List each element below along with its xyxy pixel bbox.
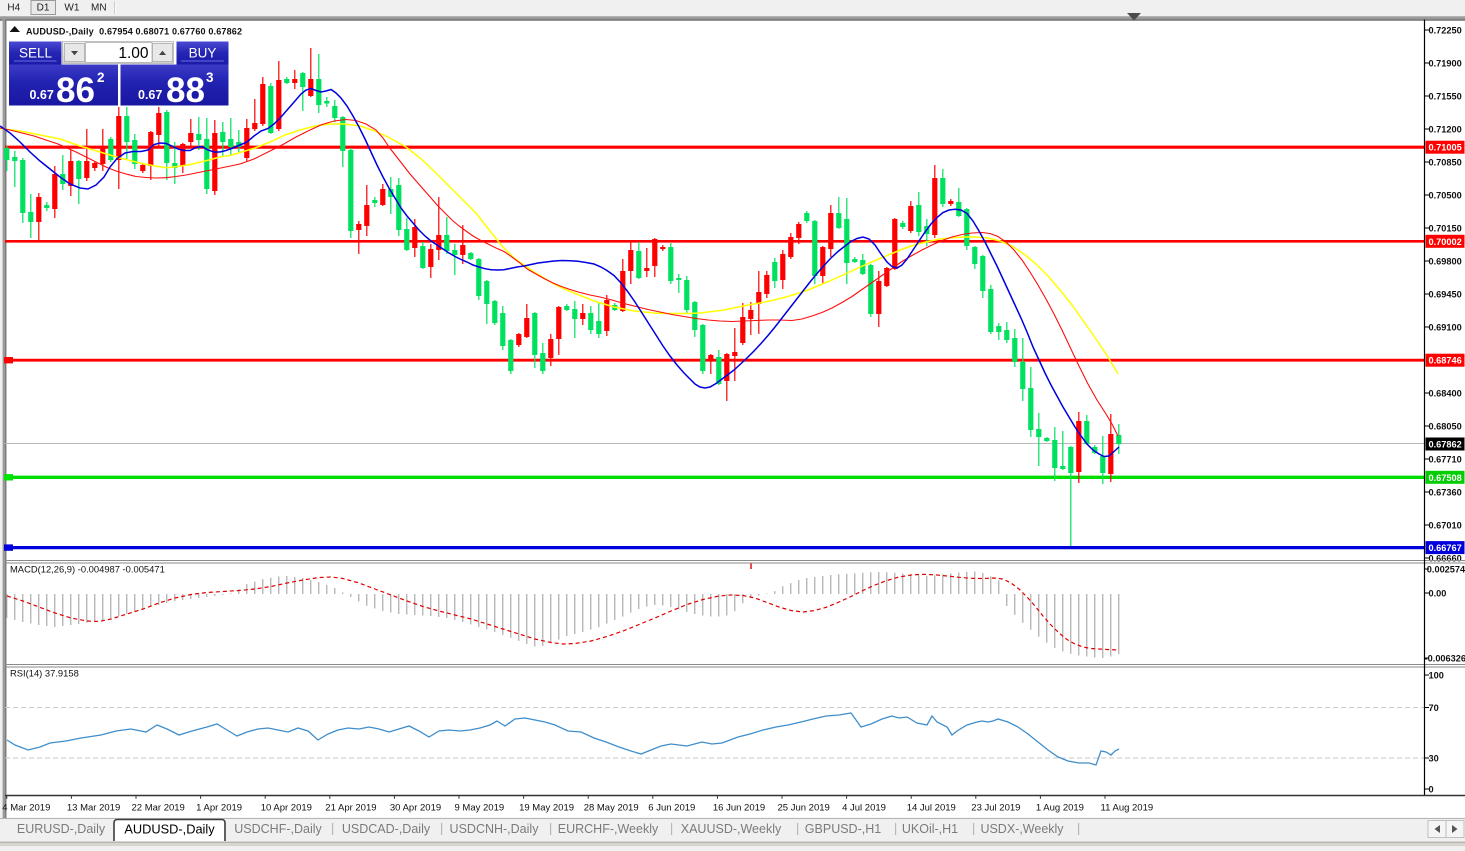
svg-text:|: | <box>331 822 334 836</box>
svg-text:6 Jun 2019: 6 Jun 2019 <box>648 803 695 814</box>
svg-text:AUDUSD-,Daily: AUDUSD-,Daily <box>124 822 215 837</box>
svg-text:25 Jun 2019: 25 Jun 2019 <box>778 803 830 814</box>
svg-text:0.67862: 0.67862 <box>1429 440 1462 450</box>
svg-text:UKOil-,H1: UKOil-,H1 <box>902 822 958 836</box>
svg-text:1 Aug 2019: 1 Aug 2019 <box>1036 803 1084 814</box>
svg-text:0.71900: 0.71900 <box>1429 59 1462 69</box>
svg-text:0.002574: 0.002574 <box>1427 565 1465 575</box>
svg-text:0.67: 0.67 <box>30 88 54 102</box>
svg-text:0.71200: 0.71200 <box>1429 125 1462 135</box>
svg-text:AUDUSD-,Daily 0.67954 0.68071: AUDUSD-,Daily 0.67954 0.68071 0.67760 0.… <box>26 27 242 37</box>
svg-text:0.67710: 0.67710 <box>1429 455 1462 465</box>
svg-text:|: | <box>972 822 975 836</box>
svg-text:10 Apr 2019: 10 Apr 2019 <box>261 803 312 814</box>
svg-text:28 May 2019: 28 May 2019 <box>584 803 639 814</box>
svg-text:0.68400: 0.68400 <box>1429 389 1462 399</box>
svg-text:22 Mar 2019: 22 Mar 2019 <box>132 803 185 814</box>
svg-text:0.70850: 0.70850 <box>1429 158 1462 168</box>
svg-text:XAUUSD-,Weekly: XAUUSD-,Weekly <box>681 822 782 836</box>
svg-text:0: 0 <box>1429 785 1434 795</box>
svg-text:0.69800: 0.69800 <box>1429 257 1462 267</box>
svg-text:MACD(12,26,9) -0.004987 -0.005: MACD(12,26,9) -0.004987 -0.005471 <box>10 564 165 575</box>
svg-text:30 Apr 2019: 30 Apr 2019 <box>390 803 441 814</box>
svg-text:11 Aug 2019: 11 Aug 2019 <box>1101 803 1154 814</box>
svg-text:0.66660: 0.66660 <box>1429 554 1462 564</box>
svg-text:4 Mar 2019: 4 Mar 2019 <box>2 803 50 814</box>
svg-text:0.67: 0.67 <box>138 88 162 102</box>
svg-text:0.70002: 0.70002 <box>1429 237 1462 247</box>
svg-text:2: 2 <box>97 70 105 85</box>
svg-text:RSI(14) 37.9158: RSI(14) 37.9158 <box>10 668 79 679</box>
svg-text:|: | <box>894 822 897 836</box>
svg-text:MN: MN <box>91 3 107 14</box>
svg-text:9 May 2019: 9 May 2019 <box>455 803 505 814</box>
svg-text:|: | <box>1077 822 1080 836</box>
svg-text:USDCHF-,Daily: USDCHF-,Daily <box>234 822 322 836</box>
svg-text:H4: H4 <box>7 3 20 14</box>
svg-text:0.71005: 0.71005 <box>1429 143 1462 153</box>
svg-text:19 May 2019: 19 May 2019 <box>519 803 574 814</box>
svg-text:4 Jul 2019: 4 Jul 2019 <box>842 803 886 814</box>
svg-text:0.71550: 0.71550 <box>1429 92 1462 102</box>
svg-text:EURUSD-,Daily: EURUSD-,Daily <box>17 822 106 836</box>
svg-text:21 Apr 2019: 21 Apr 2019 <box>325 803 376 814</box>
svg-text:0.69450: 0.69450 <box>1429 290 1462 300</box>
svg-text:USDX-,Weekly: USDX-,Weekly <box>980 822 1064 836</box>
svg-text:1 Apr 2019: 1 Apr 2019 <box>196 803 242 814</box>
svg-text:0.68746: 0.68746 <box>1429 356 1462 366</box>
svg-text:23 Jul 2019: 23 Jul 2019 <box>971 803 1020 814</box>
svg-text:0.67508: 0.67508 <box>1429 473 1462 483</box>
svg-text:0.70500: 0.70500 <box>1429 191 1462 201</box>
svg-text:100: 100 <box>1429 671 1444 681</box>
svg-text:3: 3 <box>206 70 214 85</box>
svg-text:88: 88 <box>166 71 205 110</box>
svg-text:D1: D1 <box>37 3 50 14</box>
svg-text:|: | <box>440 822 443 836</box>
svg-text:|: | <box>549 822 552 836</box>
svg-text:0.72250: 0.72250 <box>1429 26 1462 36</box>
svg-text:13 Mar 2019: 13 Mar 2019 <box>67 803 120 814</box>
svg-text:0.66767: 0.66767 <box>1429 543 1462 553</box>
svg-text:-0.006326: -0.006326 <box>1425 654 1465 664</box>
svg-text:70: 70 <box>1429 703 1439 713</box>
svg-text:0.67010: 0.67010 <box>1429 521 1462 531</box>
svg-text:|: | <box>796 822 799 836</box>
svg-text:16 Jun 2019: 16 Jun 2019 <box>713 803 765 814</box>
svg-text:GBPUSD-,H1: GBPUSD-,H1 <box>805 822 881 836</box>
svg-text:W1: W1 <box>64 3 79 14</box>
svg-text:0.70150: 0.70150 <box>1429 224 1462 234</box>
svg-text:0.00: 0.00 <box>1429 589 1447 599</box>
svg-text:14 Jul 2019: 14 Jul 2019 <box>907 803 956 814</box>
svg-text:1.00: 1.00 <box>118 45 149 62</box>
svg-text:EURCHF-,Weekly: EURCHF-,Weekly <box>558 822 659 836</box>
svg-text:0.69100: 0.69100 <box>1429 323 1462 333</box>
svg-text:30: 30 <box>1429 754 1439 764</box>
svg-text:BUY: BUY <box>189 46 217 61</box>
svg-text:|: | <box>670 822 673 836</box>
svg-text:SELL: SELL <box>19 46 53 61</box>
svg-text:86: 86 <box>56 71 95 110</box>
svg-text:USDCNH-,Daily: USDCNH-,Daily <box>450 822 540 836</box>
svg-text:0.67360: 0.67360 <box>1429 488 1462 498</box>
svg-text:0.68050: 0.68050 <box>1429 422 1462 432</box>
svg-text:USDCAD-,Daily: USDCAD-,Daily <box>342 822 431 836</box>
